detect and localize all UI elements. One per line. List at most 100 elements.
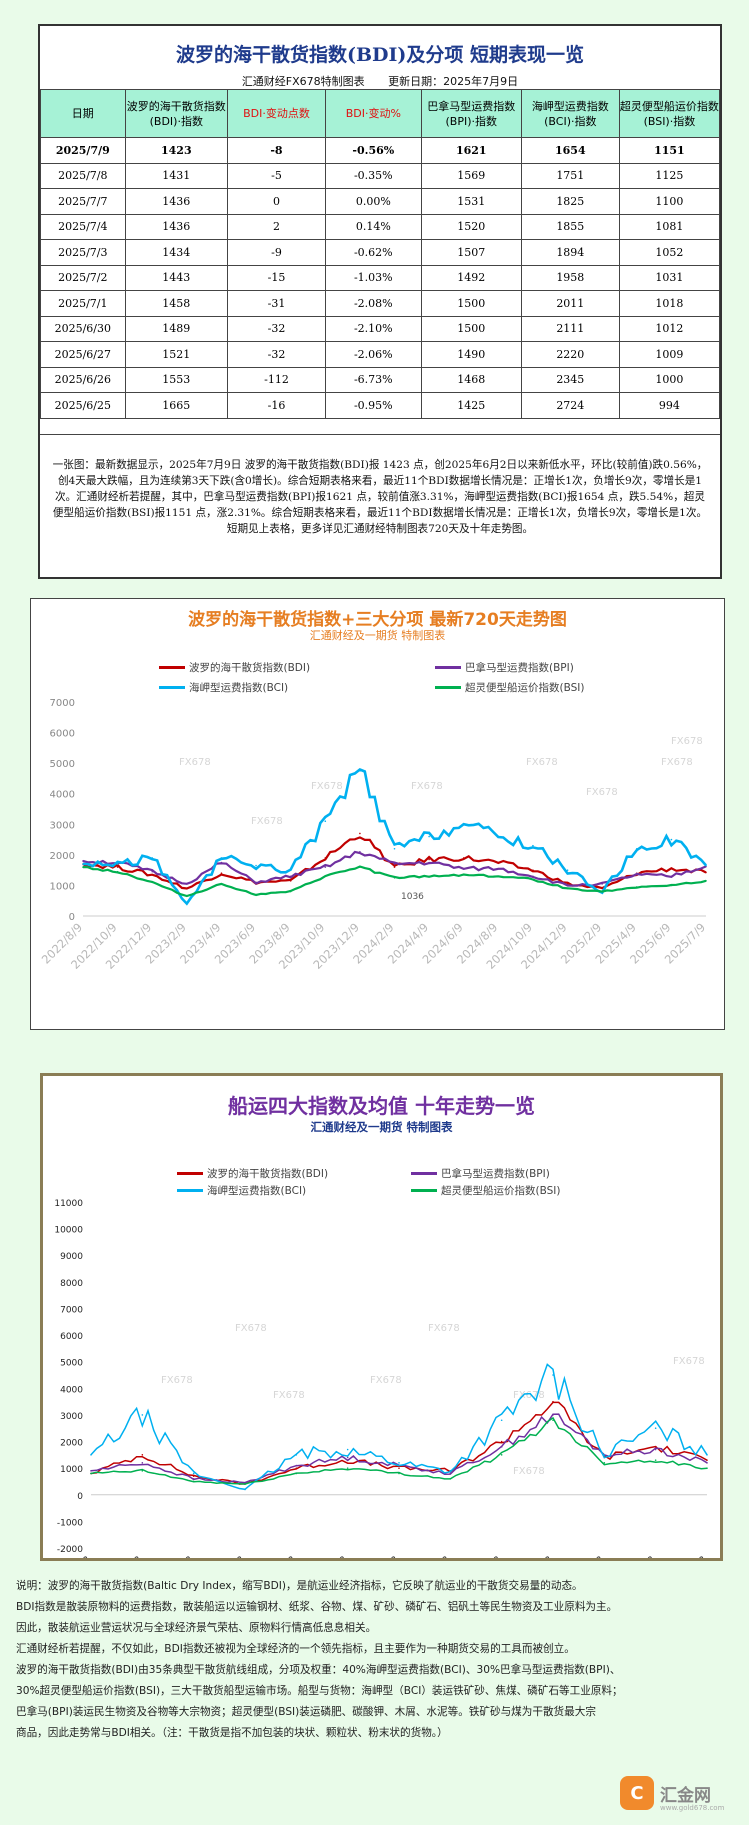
chart2-title: 船运四大指数及均值 十年走势一览 [228, 1094, 535, 1118]
y-tick-label: 1000 [60, 1465, 83, 1475]
table-cell: 1018 [618, 290, 721, 317]
data-point [116, 870, 119, 873]
data-point [151, 881, 154, 884]
data-point [289, 875, 292, 878]
data-point [90, 1470, 92, 1472]
y-tick-label: 4000 [60, 1385, 83, 1395]
data-point [705, 864, 707, 867]
table-cell: 1434 [124, 239, 229, 266]
data-point [90, 1454, 92, 1456]
data-point [324, 857, 327, 859]
table-cell: 1012 [618, 315, 721, 342]
watermark-text: FX678 [671, 736, 703, 747]
table-cell: 2025/6/25 [40, 392, 126, 419]
data-point [532, 869, 534, 871]
table-cell: -9 [227, 239, 326, 266]
y-tick-label: 7000 [50, 698, 75, 709]
chart1-title: 波罗的海干散货指数+三大分项 最新720天走势图 [188, 610, 567, 630]
brand-icon: C [620, 1776, 654, 1810]
data-point [289, 880, 292, 882]
table-cell: 1825 [520, 188, 620, 215]
data-point [552, 1419, 554, 1422]
data-point [500, 1446, 503, 1448]
table-cell: 1151 [618, 137, 721, 164]
watermark-text: FX678 [251, 816, 283, 827]
data-point [462, 823, 465, 826]
table-row: 2025/7/7 1436 0 0.00% 1531 1825 1100 [40, 188, 721, 215]
data-point [359, 851, 361, 853]
data-point [552, 1374, 554, 1376]
watermark-text: FX678 [273, 1390, 305, 1401]
table-cell: 1521 [124, 341, 229, 368]
data-point [670, 884, 673, 887]
data-point [220, 861, 223, 864]
data-point [398, 1467, 400, 1469]
table-cell: 1894 [520, 239, 620, 266]
data-point [82, 866, 84, 868]
summary-subtitle: 汇通财经FX678特制图表 更新日期：2025年7月9日 [40, 73, 720, 89]
data-point [82, 863, 84, 865]
table-cell: 2025/7/8 [40, 162, 126, 189]
table-cell: -31 [227, 290, 326, 317]
table-row: 2025/6/27 1521 -32 -2.06% 1490 2220 1009 [40, 341, 721, 368]
data-point [116, 866, 119, 868]
data-point [635, 873, 638, 876]
series-line-3 [90, 1363, 708, 1491]
table-cell: 2025/6/30 [40, 315, 126, 342]
table-cell: 1100 [618, 188, 721, 215]
data-point [398, 1462, 400, 1464]
x-tick-label: 2017/1/3 [261, 1554, 299, 1558]
data-point [192, 1472, 195, 1475]
y-tick-label: 6000 [50, 729, 75, 740]
data-point [393, 866, 396, 868]
y-tick-label: 2000 [50, 851, 75, 862]
watermark-text: FX678 [513, 1390, 545, 1401]
data-point [428, 858, 430, 861]
table-cell: 1436 [124, 188, 229, 215]
explanation-text: 说明：波罗的海干散货指数(Baltic Dry Index，缩写BDI)，是航运… [16, 1576, 741, 1744]
table-cell: -0.95% [324, 392, 422, 419]
y-tick-label: 2000 [60, 1439, 83, 1449]
data-point [532, 875, 534, 878]
data-point [635, 886, 638, 888]
data-point [151, 870, 154, 873]
data-point [346, 1467, 349, 1469]
x-tick-label: 2015/1/3 [158, 1554, 196, 1558]
data-point [220, 883, 223, 885]
y-tick-label: 11000 [54, 1199, 83, 1209]
table-cell: -2.10% [324, 315, 422, 342]
explanation-line: 30%超灵便型船运价指数(BSI)，三大干散货船型运输市场。船型与货物：海岬型（… [16, 1685, 623, 1697]
table-cell: -0.56% [324, 137, 422, 164]
data-point [428, 875, 430, 878]
data-point [500, 1454, 503, 1456]
data-point [186, 883, 188, 885]
data-point [141, 1454, 144, 1456]
summary-description: 一张图：最新数据显示，2025年7月9日 波罗的海干散货指数(BDI)报 142… [40, 434, 720, 577]
legend2-bpi: 巴拿马型运费指数(BPI) [411, 1166, 550, 1181]
table-cell: 1855 [520, 213, 620, 240]
explanation-line: BDI指数是散装原物料的运费指数，散装船运以运输钢材、纸浆、谷物、煤、矿砂、磷矿… [16, 1601, 618, 1613]
table-cell: 1000 [618, 366, 721, 393]
data-point [359, 768, 361, 771]
table-row: 2025/7/8 1431 -5 -0.35% 1569 1751 1125 [40, 162, 721, 189]
data-point [116, 863, 119, 865]
data-point [670, 838, 673, 841]
table-cell: 2025/7/1 [40, 290, 126, 317]
data-point [192, 1480, 195, 1483]
table-cell: 2025/7/3 [40, 239, 126, 266]
watermark-text: FX678 [586, 787, 618, 798]
col-bdi: 波罗的海干散货指数(BDI)·指数 [124, 89, 229, 138]
data-point [552, 1414, 554, 1416]
explanation-line: 巴拿马(BPI)装运民生物资及谷物等大宗物资；超灵便型(BSI)装运磷肥、碳酸钾… [16, 1706, 596, 1718]
table-cell: -2.08% [324, 290, 422, 317]
col-bsi: 超灵便型船运价指数(BSI)·指数 [618, 89, 721, 138]
table-cell: 1431 [124, 162, 229, 189]
explanation-line: 因此，散装航运业营运状况与全球经济景气荣枯、原物料行情高低息息相关。 [16, 1622, 377, 1634]
table-cell: 1031 [618, 264, 721, 291]
brand-logo[interactable]: C 汇金网 www.gold678.com [620, 1776, 724, 1812]
data-point [462, 857, 465, 859]
table-cell: 1489 [124, 315, 229, 342]
data-point [654, 1427, 657, 1430]
data-point [706, 1462, 708, 1464]
watermark-text: FX678 [411, 781, 443, 792]
